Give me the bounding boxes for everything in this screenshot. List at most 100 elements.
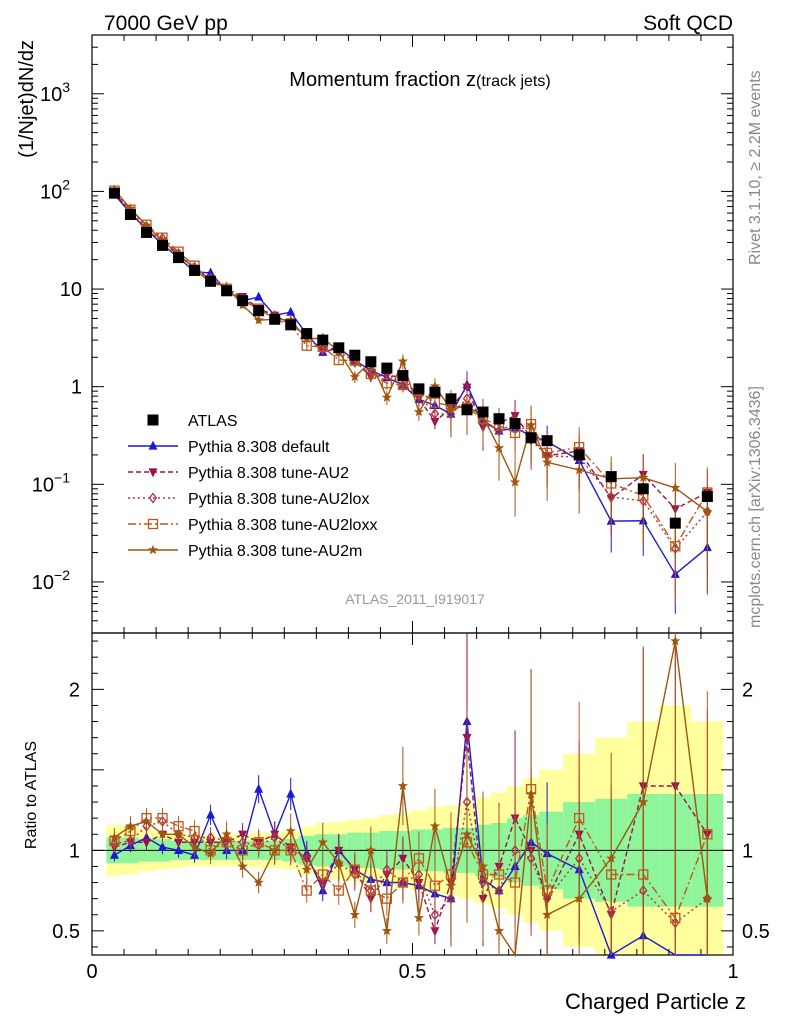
point-au2m (445, 404, 457, 414)
ratio-point-au2m (125, 820, 136, 831)
ratio-point-au2loxx (301, 885, 312, 896)
point-au2m (397, 355, 408, 366)
ratio-point-au2loxx (381, 893, 393, 904)
series-au2lox (110, 185, 712, 600)
ratio-point-au2m (542, 909, 553, 920)
ratio-point-au2m (109, 832, 120, 842)
ratio-point-default (109, 849, 119, 859)
series-line-au2 (113, 191, 708, 510)
point-atlas (237, 295, 249, 307)
analysis-label: ATLAS_2011_I919017 (345, 591, 485, 607)
ratio-y-tick-label: 0.5 (52, 921, 80, 943)
y-tick-label: 10−1 (32, 469, 70, 496)
ratio-point-au2m (301, 864, 312, 874)
point-atlas (701, 491, 713, 503)
ratio-point-au2m (670, 635, 681, 646)
ratio-series-group (109, 633, 713, 959)
point-atlas (493, 413, 505, 425)
point-atlas (221, 285, 233, 297)
ratio-point-au2m (365, 845, 376, 855)
point-atlas (108, 187, 120, 199)
ratio-point-au2loxx (493, 869, 505, 880)
legend-marker-default (148, 440, 158, 450)
point-au2lox (318, 343, 327, 356)
ratio-point-au2loxx (317, 869, 328, 880)
ratio-y-tick-label: 2 (69, 679, 80, 701)
legend-marker-au2loxx (147, 518, 159, 530)
point-au2m (509, 476, 521, 487)
point-au2m (429, 380, 441, 391)
y-axis-title: (1/Njet)dN/dz (16, 40, 38, 158)
ratio-point-au2lox (126, 835, 135, 847)
main-axes: 10−2 10−1 1 10 102 103 (32, 34, 734, 634)
point-au2m (413, 406, 424, 417)
ratio-point-au2m (317, 836, 328, 847)
ratio-point-au2loxx (365, 885, 376, 896)
series-line-au2m (113, 189, 708, 513)
ratio-point-au2m (269, 845, 280, 855)
point-atlas (397, 370, 409, 382)
point-atlas (509, 417, 521, 429)
point-au2m (125, 203, 136, 213)
ratio-y-tick-label: 1 (69, 840, 80, 862)
point-atlas (349, 349, 361, 361)
ratio-point-default (254, 783, 264, 793)
ratio-point-au2m (445, 880, 457, 891)
point-au2m (542, 456, 553, 467)
point-au2m (253, 314, 264, 325)
series-atlas (108, 187, 713, 529)
ratio-point-au2m (381, 925, 392, 936)
ratio-point-au2m (429, 820, 441, 831)
point-au2lox (430, 408, 440, 420)
ratio-point-au2m (221, 828, 232, 839)
ratio-point-au2m (702, 893, 713, 903)
ratio-point-au2loxx (397, 877, 409, 888)
point-atlas (541, 435, 553, 447)
point-atlas (429, 386, 441, 398)
ratio-point-au2loxx (237, 845, 248, 856)
ratio-axes: 0.5 0.51 12 20 0.5 1 (52, 632, 770, 983)
ratio-point-au2m (333, 857, 344, 868)
legend-marker-au2 (148, 468, 158, 478)
legend-marker-au2m (147, 544, 159, 555)
ratio-point-au2loxx (189, 825, 200, 837)
point-atlas (605, 471, 617, 483)
ratio-point-au2m (574, 893, 585, 903)
point-au2loxx (365, 368, 376, 380)
ratio-y-axis-title: Ratio to ATLAS (23, 741, 40, 849)
point-au2m (702, 506, 713, 516)
ratio-point-default (158, 841, 168, 851)
ratio-point-au2loxx (509, 877, 521, 888)
ratio-point-au2 (141, 838, 151, 848)
point-atlas (445, 393, 457, 405)
point-atlas (573, 449, 585, 461)
ratio-point-au2m (157, 828, 168, 839)
mcplots-label: mcplots.cern.ch [arXiv:1306.3436] (747, 386, 764, 628)
ratio-point-au2loxx (349, 864, 360, 875)
process-label: Soft QCD (643, 12, 733, 35)
ratio-y-tick-label-right: 1 (742, 840, 753, 862)
point-default (286, 306, 296, 316)
point-atlas (333, 342, 345, 354)
point-atlas (317, 334, 329, 346)
legend-label-default: Pythia 8.308 default (188, 439, 330, 456)
ratio-point-au2m (349, 909, 360, 920)
ratio-point-au2 (398, 854, 408, 864)
ratio-point-au2m (253, 877, 264, 887)
point-atlas (157, 239, 169, 251)
point-atlas (253, 305, 265, 317)
ratio-point-au2m (397, 780, 408, 791)
point-atlas (413, 383, 425, 395)
x-tick-label: 1 (727, 961, 738, 983)
ratio-point-au2m (285, 825, 296, 836)
ratio-point-default (286, 788, 296, 798)
ratio-series-au2m (109, 633, 713, 958)
ratio-point-au2m (461, 828, 473, 839)
point-atlas (365, 356, 377, 368)
main-series-group (108, 184, 713, 614)
point-au2m (574, 464, 585, 475)
ratio-point-au2m (237, 861, 248, 871)
chart-title-main: Momentum fraction z (289, 69, 476, 91)
legend-marker-au2lox (148, 492, 158, 504)
ratio-point-au2m (525, 788, 537, 799)
